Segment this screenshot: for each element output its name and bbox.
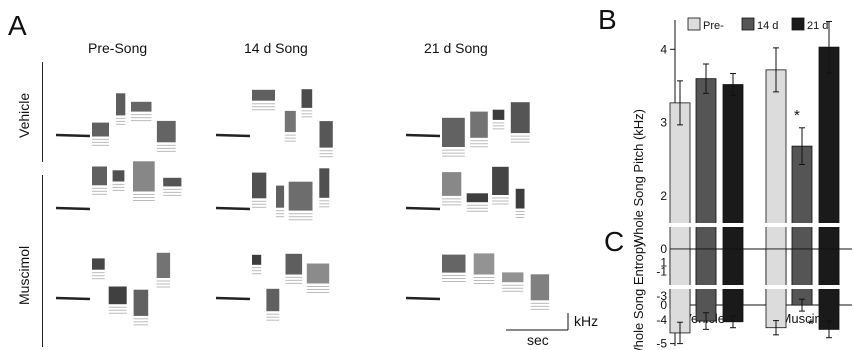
spectrogram-syllable — [502, 272, 524, 283]
spectrogram-syllable — [156, 252, 171, 278]
legend-swatch — [791, 17, 805, 31]
entropy-significance-star: * — [808, 316, 814, 333]
legend-swatch — [741, 17, 755, 31]
spectrogram-trace — [215, 133, 251, 138]
spectrogram-syllable — [116, 93, 126, 116]
spectrogram-syllable — [306, 263, 330, 284]
entropy-chart: 0 -1 -3 -4 -5 Whole Song Entropy * — [631, 240, 854, 350]
column-title-14d-song: 14 d Song — [244, 40, 308, 56]
spectrogram-cell — [55, 161, 182, 211]
pitch-y-tick-label: 1 — [660, 255, 667, 269]
spectrogram-syllable — [163, 177, 182, 187]
spectrogram-syllable — [492, 109, 505, 120]
spectrogram-trace — [405, 296, 441, 301]
spectrogram-cell — [405, 253, 550, 310]
pitch-y-tick-label: 2 — [660, 189, 667, 203]
panel-label-b: B — [598, 4, 617, 35]
spectrogram-syllable — [288, 181, 313, 211]
legend-label: 14 d — [757, 20, 778, 32]
spectrogram-syllable — [470, 111, 488, 138]
pitch-axis-break — [665, 223, 854, 227]
entropy-bar — [791, 248, 813, 306]
pitch-y-tick-label: 0 — [660, 298, 667, 312]
spectrogram-cell — [215, 168, 330, 221]
spectrogram-trace — [215, 206, 251, 211]
spectrogram-cell — [55, 93, 176, 152]
spectrogram-syllable — [133, 289, 149, 316]
muscimol-row-bracket — [42, 175, 43, 347]
entropy-bar — [669, 248, 691, 334]
spectrogram-syllable — [266, 288, 280, 312]
spectrogram-trace — [55, 296, 91, 301]
spectrogram-syllable — [442, 172, 462, 196]
entropy-y-tick-label: 0 — [660, 242, 667, 256]
spectrogram-syllable — [92, 166, 107, 186]
spectrogram-cell — [405, 102, 530, 157]
spectrogram-trace — [405, 133, 441, 138]
spectrogram-cell — [55, 252, 171, 326]
entropy-y-axis-label: Whole Song Entropy — [631, 240, 646, 350]
panel-label-a: A — [8, 10, 27, 41]
panel-label-c: C — [604, 226, 625, 257]
pitch-y-axis-label: Whole Song Pitch (kHz) — [631, 109, 646, 247]
spectrogram-trace — [55, 206, 91, 211]
legend-swatch — [687, 17, 701, 31]
spectrogram-trace — [215, 296, 251, 301]
entropy-y-tick-label: -4 — [656, 313, 667, 327]
vehicle-row-bracket — [42, 62, 43, 162]
spectrogram-syllable — [108, 286, 127, 305]
spectrogram-trace — [405, 206, 441, 211]
spectrogram-syllable — [473, 253, 495, 275]
legend-label: Pre- — [703, 20, 724, 32]
spectrogram-syllable — [442, 254, 466, 273]
spectrogram-syllable — [530, 274, 550, 301]
spectrogram-syllable — [492, 166, 509, 195]
entropy-axis-break — [665, 285, 854, 289]
spectrogram-syllable — [133, 161, 155, 192]
spectrogram-syllable — [92, 122, 109, 137]
spectrogram-syllable — [319, 168, 330, 198]
spectrogram-syllable — [442, 117, 465, 147]
spectrogram-syllable — [131, 101, 152, 112]
spectrogram-syllable — [510, 102, 530, 134]
scalebar-khz-label: kHz — [574, 313, 599, 329]
spectrogram-syllable — [252, 89, 275, 101]
entropy-y-tick-label: -1 — [656, 265, 667, 279]
pitch-significance-star: * — [794, 107, 800, 124]
spectrogram-syllable — [112, 170, 125, 182]
spectrogram-syllable — [92, 258, 105, 270]
spectrogram-syllable — [515, 188, 525, 209]
spectrogram-cell — [215, 89, 333, 158]
spectrogram-syllable — [285, 253, 303, 275]
entropy-y-tick-label: -5 — [656, 337, 667, 350]
spectrogram-syllable — [301, 89, 313, 108]
column-title-21d-song: 21 d Song — [424, 40, 488, 56]
spectrogram-syllable — [156, 120, 176, 143]
pitch-y-tick-label: 3 — [660, 116, 667, 130]
spectrogram-syllable — [252, 172, 267, 199]
spectrogram-syllable — [284, 110, 296, 133]
spectrogram-syllable — [276, 185, 285, 208]
spectrogram-cell — [405, 166, 525, 218]
spectrogram-syllable — [252, 254, 262, 265]
spectrogram-syllable — [466, 193, 488, 203]
entropy-y-tick-label: -3 — [656, 289, 667, 303]
column-title-pre-song: Pre-Song — [88, 40, 148, 56]
spectrogram-trace — [55, 133, 91, 138]
spectrogram-cell — [215, 253, 330, 321]
legend-label: 21 d — [807, 20, 828, 32]
spectrogram-syllable — [319, 121, 333, 148]
pitch-y-tick-label: 4 — [660, 42, 667, 56]
entropy-bar — [818, 248, 840, 330]
scalebar-sec-label: sec — [527, 332, 549, 348]
